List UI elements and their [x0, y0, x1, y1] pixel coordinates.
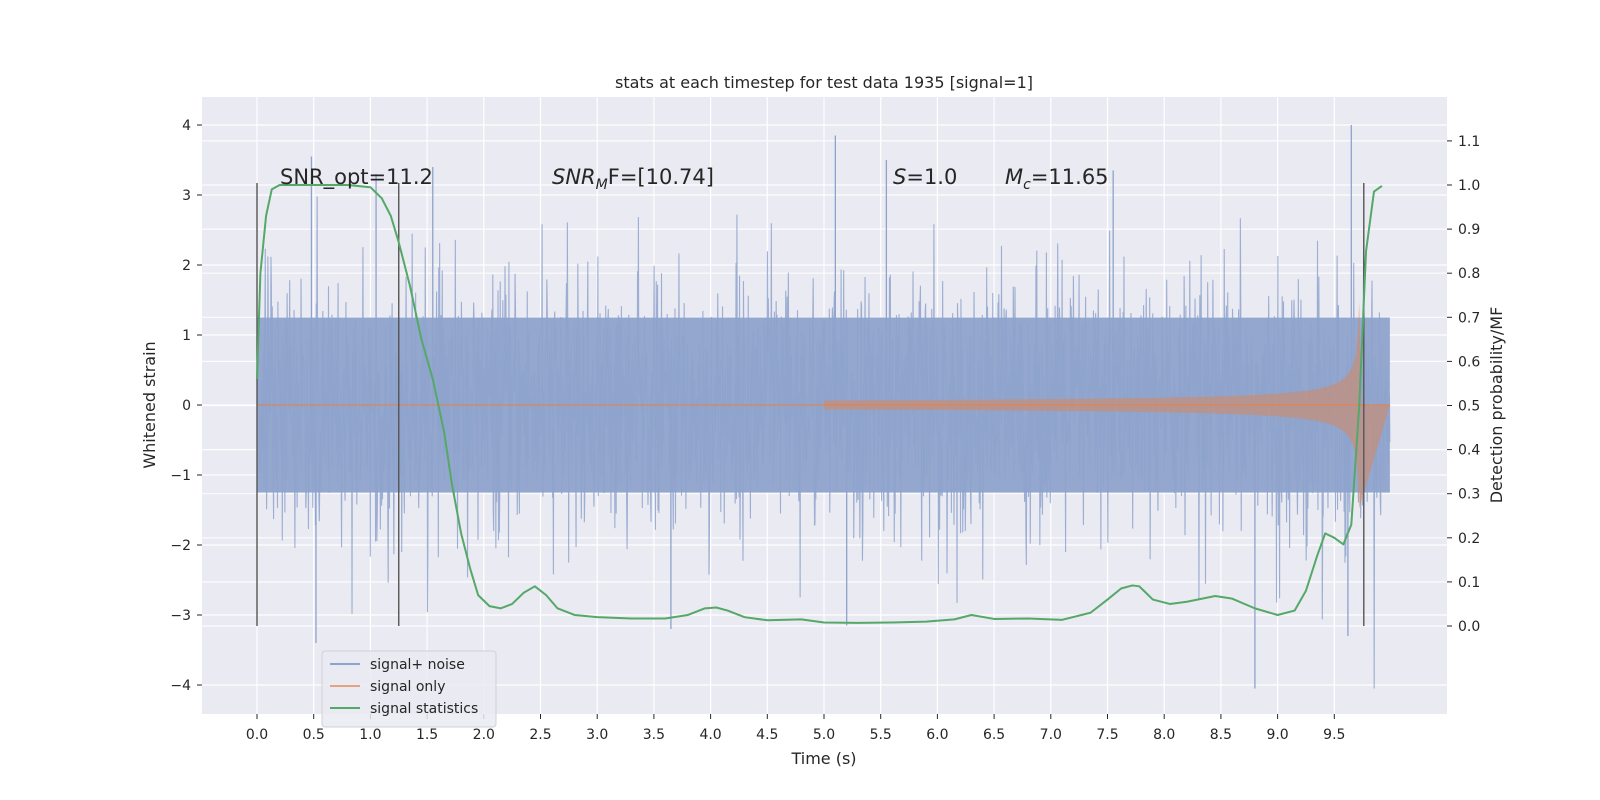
annotation-snr-mf-sub: M	[596, 177, 608, 193]
y-left-tick-label: −1	[170, 468, 191, 484]
x-tick-label: 2.5	[529, 727, 551, 743]
legend-label-signal-statistics: signal statistics	[370, 701, 478, 717]
legend-box	[321, 650, 497, 728]
signal-statistics-line	[256, 184, 1383, 624]
y-left-tick-label: 4	[182, 118, 191, 134]
x-tick-label: 7.0	[1040, 727, 1062, 743]
legend: signal+ noise signal only signal statist…	[321, 650, 497, 728]
x-tick-label: 1.5	[416, 727, 438, 743]
y-right-tick-label: 0.9	[1458, 222, 1480, 238]
y-left-tick-label: 0	[182, 398, 191, 414]
x-tick-label: 6.0	[926, 727, 948, 743]
y-axis-left-label: Whitened strain	[140, 341, 159, 468]
y-axis-right-label: Detection probability/MF	[1487, 307, 1506, 504]
y-left-tick-label: −2	[170, 538, 191, 554]
vertical-markers	[256, 183, 1365, 626]
x-tick-label: 0.5	[303, 727, 325, 743]
legend-label-signal-only: signal only	[370, 679, 445, 695]
x-tick-label: 3.5	[643, 727, 665, 743]
annotation-s: S=1.0	[893, 165, 957, 189]
x-tick-label: 7.5	[1096, 727, 1118, 743]
y-right-tick-label: 0.5	[1458, 399, 1480, 415]
y-axis-right-ticks: 1.1 1.0 0.9 0.8 0.7 0.6 0.5 0.4 0.3 0.2 0.1 0.0	[1447, 134, 1480, 635]
x-tick-label: 4.0	[699, 727, 721, 743]
legend-label-signal-noise: signal+ noise	[370, 657, 465, 673]
x-tick-label: 6.5	[983, 727, 1005, 743]
chart-title: stats at each timestep for test data 193…	[615, 73, 1033, 92]
y-right-tick-label: 0.0	[1458, 619, 1480, 635]
x-axis-label: Time (s)	[790, 749, 856, 768]
x-tick-label: 8.0	[1153, 727, 1175, 743]
annotation-snr-mf: SNRMF=[10.74]	[552, 165, 714, 193]
y-right-tick-label: 1.1	[1458, 134, 1480, 150]
y-right-tick-label: 0.7	[1458, 310, 1480, 326]
annotation-snr-mf-rest: F=[10.74]	[608, 165, 714, 189]
x-tick-label: 4.5	[756, 727, 778, 743]
x-tick-label: 2.0	[473, 727, 495, 743]
y-left-tick-label: −4	[170, 678, 191, 694]
y-right-tick-label: 1.0	[1458, 178, 1480, 194]
x-tick-label: 5.0	[813, 727, 835, 743]
y-right-tick-label: 0.8	[1458, 266, 1480, 282]
x-tick-label: 1.0	[359, 727, 381, 743]
x-tick-label: 0.0	[246, 727, 268, 743]
annotation-mc: Mc=11.65	[1005, 165, 1109, 193]
annotation-mc-base: M	[1005, 165, 1023, 189]
annotation-snr-mf-base: SNR	[552, 165, 596, 189]
annotation-s-base: S	[893, 165, 906, 189]
series-signal-statistics	[256, 184, 1383, 624]
y-right-tick-label: 0.6	[1458, 354, 1480, 370]
y-right-tick-label: 0.1	[1458, 575, 1480, 591]
annotation-snr-opt: SNR_opt=11.2	[280, 165, 433, 190]
x-axis-ticks: 0.0 0.5 1.0 1.5 2.0 2.5 3.0 3.5 4.0 4.5 5.0 5.5 6.0 6…	[246, 714, 1345, 743]
x-tick-label: 9.0	[1266, 727, 1288, 743]
signal-only-envelope	[824, 301, 1390, 509]
y-left-tick-label: −3	[170, 608, 191, 624]
y-left-tick-label: 3	[182, 188, 191, 204]
annotation-s-value: =1.0	[906, 165, 957, 189]
y-left-tick-label: 1	[182, 328, 191, 344]
series-signal-only	[257, 301, 1390, 509]
x-tick-label: 5.5	[870, 727, 892, 743]
y-right-tick-label: 0.4	[1458, 443, 1480, 459]
y-right-tick-label: 0.3	[1458, 487, 1480, 503]
x-tick-label: 3.0	[586, 727, 608, 743]
y-left-tick-label: 2	[182, 258, 191, 274]
annotation-mc-value: =11.65	[1031, 165, 1109, 189]
y-axis-left-ticks: 4 3 2 1 0 −1 −2 −3 −4	[170, 118, 202, 694]
annotation-mc-sub: c	[1023, 177, 1031, 193]
x-tick-label: 9.5	[1323, 727, 1345, 743]
x-tick-label: 8.5	[1210, 727, 1232, 743]
y-right-tick-label: 0.2	[1458, 531, 1480, 547]
